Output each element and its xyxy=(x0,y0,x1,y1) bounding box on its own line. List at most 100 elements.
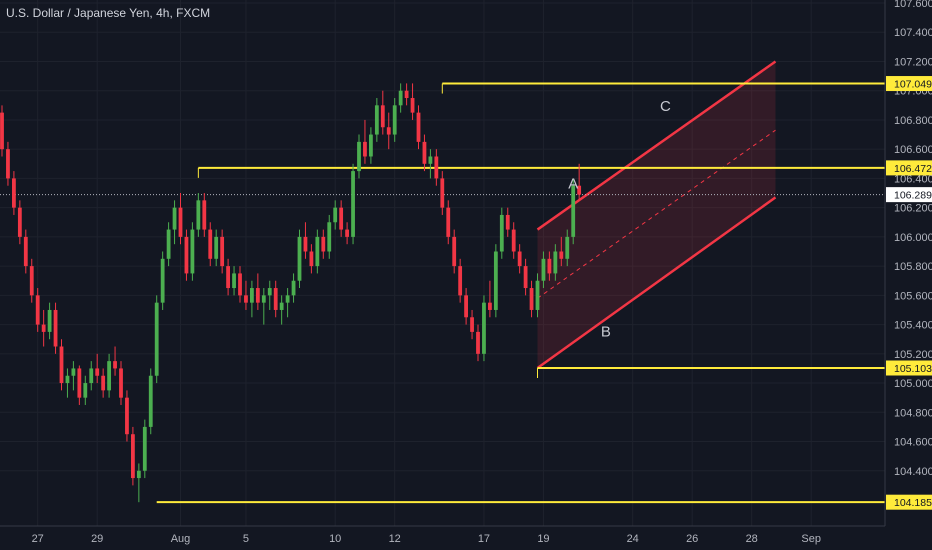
horizontal-levels[interactable] xyxy=(0,82,885,504)
candle-body xyxy=(422,141,427,164)
level-price-tag-1-text: 106.472 xyxy=(894,163,932,175)
price-tick-label: 106.400 xyxy=(894,173,932,185)
candle-64 xyxy=(380,90,385,135)
candle-body xyxy=(398,90,403,106)
candle-97 xyxy=(577,163,582,201)
price-axis[interactable]: 104.400 104.600 104.800 105.000 105.200 105.4… xyxy=(884,0,932,550)
level-price-tag-1-box xyxy=(886,160,932,176)
time-tick-label: Sep xyxy=(801,533,821,545)
candle-body xyxy=(440,178,445,208)
candle-45 xyxy=(267,280,272,310)
candle-31 xyxy=(184,229,189,281)
candle-body xyxy=(267,288,272,296)
candle-15 xyxy=(89,361,94,391)
candle-28 xyxy=(166,222,171,267)
candle-27 xyxy=(160,251,165,310)
candle-20 xyxy=(119,361,123,405)
candle-body xyxy=(202,200,207,230)
candle-10 xyxy=(59,339,64,391)
price-channel[interactable] xyxy=(536,60,777,370)
candle-body xyxy=(291,280,296,296)
candle-body xyxy=(244,295,248,303)
wave-labels: A B C xyxy=(568,98,671,340)
candle-body xyxy=(315,236,320,267)
candle-3 xyxy=(17,200,22,245)
candle-body xyxy=(339,207,344,230)
candle-body xyxy=(65,375,70,384)
candle-24 xyxy=(142,419,147,479)
candle-38 xyxy=(226,258,230,296)
candle-80 xyxy=(476,324,480,362)
candle-58 xyxy=(345,222,349,245)
candle-body xyxy=(214,236,219,259)
channel-mid-line xyxy=(537,129,776,299)
price-tick-label: 107.600 xyxy=(894,0,932,10)
price-tick-label: 104.600 xyxy=(894,437,932,449)
time-axis[interactable]: 27 29 Aug 5 10 12 17 19 24 26 28 Sep xyxy=(0,525,932,550)
candle-91 xyxy=(541,251,546,289)
candle-11 xyxy=(65,368,70,398)
candle-body xyxy=(357,141,361,172)
candle-body xyxy=(220,236,225,267)
time-tick-label: 10 xyxy=(329,533,341,545)
candle-body xyxy=(136,470,141,479)
candle-body xyxy=(493,251,498,310)
candle-81 xyxy=(482,295,486,362)
candle-body xyxy=(0,112,4,150)
candle-body xyxy=(113,361,117,369)
candle-body xyxy=(374,105,379,135)
candle-body xyxy=(470,317,474,332)
level-price-tag-0-box xyxy=(886,76,932,92)
candle-body xyxy=(101,375,106,391)
candles xyxy=(0,83,582,503)
candle-94 xyxy=(559,236,564,267)
candle-body xyxy=(125,397,129,435)
candle-body xyxy=(29,266,34,296)
candle-7 xyxy=(41,309,46,347)
price-tick-label: 105.800 xyxy=(894,261,932,273)
level-price-tag-1: 106.472 xyxy=(886,160,932,176)
price-tick-label: 105.000 xyxy=(894,378,932,390)
candle-84 xyxy=(499,207,504,259)
candle-body xyxy=(160,258,165,303)
candle-body xyxy=(392,105,397,135)
candle-29 xyxy=(172,200,177,245)
candle-body xyxy=(363,141,367,157)
time-tick-label: 12 xyxy=(389,533,401,545)
level-price-tag-3-box xyxy=(886,494,932,510)
candle-8 xyxy=(47,302,52,340)
candle-body xyxy=(446,207,451,237)
candle-body xyxy=(131,434,135,479)
time-tick-label: 17 xyxy=(478,533,490,545)
candle-body xyxy=(35,295,40,325)
candle-32 xyxy=(190,222,195,281)
candle-37 xyxy=(220,229,225,274)
time-tick-label: Aug xyxy=(171,533,191,545)
candle-16 xyxy=(95,353,100,384)
candle-5 xyxy=(29,258,34,303)
candle-33 xyxy=(196,193,201,237)
time-axis-background xyxy=(0,526,932,550)
candle-body xyxy=(83,383,88,398)
candle-body xyxy=(190,229,195,274)
candle-14 xyxy=(83,375,88,405)
price-tick-label: 104.800 xyxy=(894,407,932,419)
candle-body xyxy=(166,229,171,259)
candle-69 xyxy=(410,83,415,120)
candle-body xyxy=(41,324,46,332)
candle-22 xyxy=(131,426,135,486)
candle-body xyxy=(577,185,582,195)
candle-body xyxy=(499,214,504,252)
level-price-tag-3-text: 104.185 xyxy=(894,497,932,509)
candle-0 xyxy=(0,105,4,157)
candle-body xyxy=(404,90,409,99)
candle-76 xyxy=(452,229,457,274)
candle-body xyxy=(273,288,278,310)
candle-54 xyxy=(321,229,326,259)
candle-79 xyxy=(470,309,474,340)
candle-body xyxy=(255,288,260,303)
candle-body xyxy=(434,156,439,179)
candle-body xyxy=(559,251,564,259)
candle-12 xyxy=(71,361,76,391)
